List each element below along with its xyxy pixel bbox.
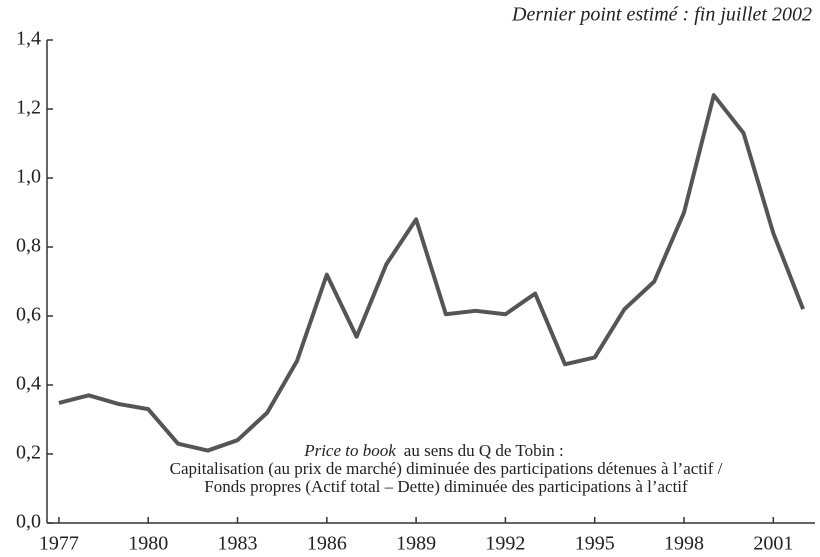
x-tick-label: 1977 (39, 533, 79, 555)
y-tick-label: 0,6 (16, 304, 41, 326)
y-tick-label: 1,0 (16, 166, 41, 188)
y-tick-label: 0,0 (16, 511, 41, 533)
note-line: Fonds propres (Actif total – Dette) dimi… (204, 477, 688, 496)
line (58, 93, 805, 453)
x-tick-label: 1992 (485, 533, 525, 555)
note-title: Price to book (303, 441, 396, 460)
y-tick-label: 0,4 (16, 373, 41, 395)
x-tick-label: 1989 (396, 533, 436, 555)
note: Price to book au sens du Q de Tobin : (303, 441, 564, 460)
y-tick-label: 1,2 (16, 97, 41, 119)
y-tick-label: 1,4 (16, 28, 41, 50)
note-line: Capitalisation (au prix de marché) dimin… (170, 459, 723, 478)
annotation: Dernier point estimé : fin juillet 2002 (511, 4, 812, 26)
x-tick-label: 1995 (575, 533, 615, 555)
x-tick-label: 1983 (218, 533, 258, 555)
note-text: au sens du Q de Tobin : (404, 441, 564, 460)
x-tick-label: 1986 (307, 533, 347, 555)
y-tick-label: 0,8 (16, 235, 41, 257)
y-tick-label: 0,2 (16, 442, 41, 464)
x-tick-label: 1998 (664, 533, 704, 555)
x-tick-label: 1980 (128, 533, 168, 555)
x-tick-label: 2001 (753, 533, 793, 555)
